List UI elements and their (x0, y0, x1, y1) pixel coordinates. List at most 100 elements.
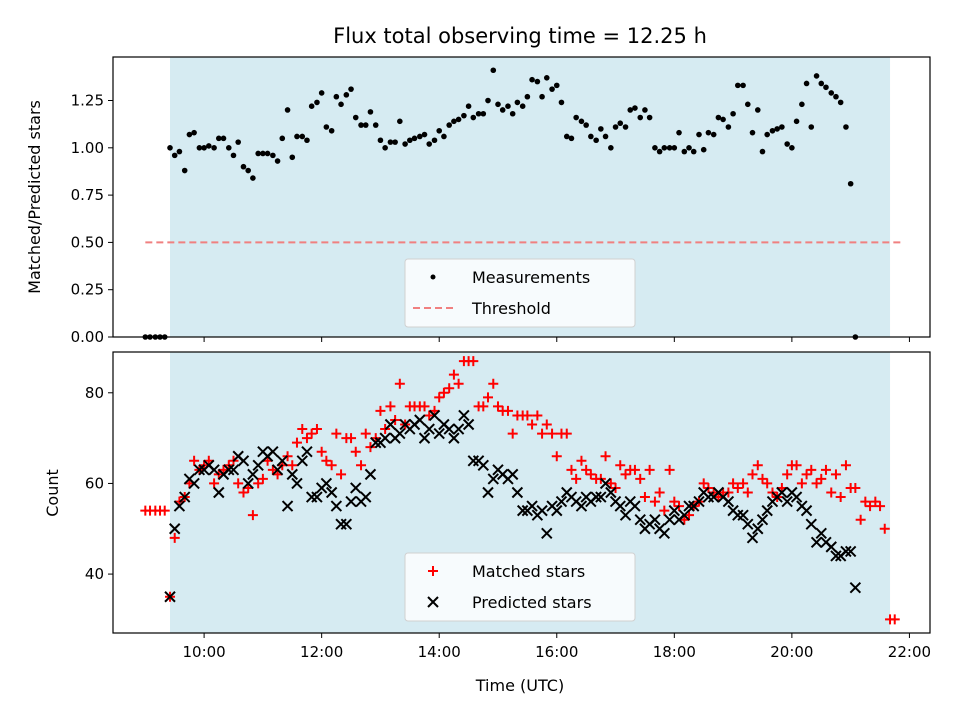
data-point (790, 491, 803, 503)
panel1-legend: Measurements Threshold (404, 258, 636, 328)
data-point (211, 145, 217, 151)
data-point (418, 432, 431, 444)
data-point (279, 135, 286, 142)
data-point (478, 401, 489, 412)
data-point (462, 418, 475, 431)
x-tick-label: 20:00 (770, 643, 813, 661)
data-point (678, 509, 691, 521)
data-point (815, 527, 827, 539)
data-point (627, 107, 634, 113)
data-point (488, 378, 499, 389)
series-measurements (142, 67, 859, 340)
data-point (793, 118, 800, 125)
data-point (615, 460, 626, 471)
data-point (658, 527, 671, 539)
data-point (276, 455, 288, 467)
data-point (490, 67, 497, 74)
data-point (875, 501, 886, 512)
data-point (742, 518, 754, 530)
legend-marker (428, 566, 438, 576)
data-point (803, 80, 810, 87)
data-point (816, 473, 827, 484)
data-point (321, 455, 332, 466)
data-point (855, 514, 866, 525)
data-point (284, 107, 291, 113)
data-point (270, 152, 276, 159)
data-point (267, 446, 279, 458)
y-tick-label: 0.25 (71, 281, 104, 299)
data-point (286, 468, 298, 481)
data-point (720, 116, 726, 123)
data-point (669, 496, 680, 507)
data-point (502, 405, 513, 416)
data-point (289, 154, 296, 161)
data-point (837, 99, 844, 106)
data-point (428, 409, 441, 422)
data-point (514, 99, 521, 106)
data-point (434, 392, 445, 403)
data-point (801, 469, 812, 480)
data-point (173, 500, 186, 512)
data-point (644, 464, 655, 475)
data-point (206, 143, 212, 149)
data-point (632, 105, 638, 111)
data-point (754, 107, 761, 113)
data-point (590, 491, 602, 503)
data-point (328, 127, 335, 134)
data-point (375, 405, 386, 416)
data-point (167, 145, 173, 151)
data-point (423, 423, 435, 435)
data-point (646, 114, 653, 121)
data-point (296, 455, 308, 467)
data-point (664, 464, 675, 475)
data-point (746, 532, 759, 544)
data-point (397, 118, 403, 125)
data-point (370, 436, 382, 449)
data-point (451, 118, 457, 125)
data-point (622, 124, 629, 130)
data-point (698, 478, 709, 489)
data-point (666, 145, 673, 151)
data-point (826, 487, 837, 498)
data-point (541, 527, 553, 539)
data-point (433, 427, 445, 440)
data-point (326, 460, 337, 471)
data-point (233, 478, 244, 489)
data-point (159, 505, 170, 516)
data-point (176, 148, 183, 155)
data-point (840, 545, 852, 558)
data-point (563, 133, 570, 140)
data-point (364, 468, 377, 481)
data-point (452, 423, 465, 435)
data-point (761, 504, 773, 517)
data-point (316, 446, 327, 457)
data-point (164, 591, 176, 603)
y-tick-label: 1.00 (71, 139, 104, 157)
data-point (784, 141, 790, 147)
data-point (860, 496, 871, 507)
data-point (414, 414, 426, 426)
data-point (889, 614, 900, 625)
data-point (411, 135, 418, 142)
data-point (705, 129, 712, 136)
data-point (320, 477, 333, 490)
data-point (800, 504, 813, 517)
data-point (169, 532, 180, 543)
data-point (455, 116, 462, 123)
data-point (509, 110, 516, 117)
data-point (782, 469, 793, 480)
data-point (639, 492, 650, 503)
data-point (323, 124, 330, 130)
data-point (485, 97, 491, 104)
legend-label: Predicted stars (472, 593, 592, 612)
data-point (304, 137, 310, 144)
data-point (465, 103, 472, 109)
data-point (573, 114, 579, 121)
data-point (220, 135, 227, 142)
data-point (614, 500, 626, 512)
data-point (193, 464, 206, 476)
data-point (245, 167, 251, 174)
data-point (806, 464, 817, 475)
data-point (730, 110, 736, 117)
